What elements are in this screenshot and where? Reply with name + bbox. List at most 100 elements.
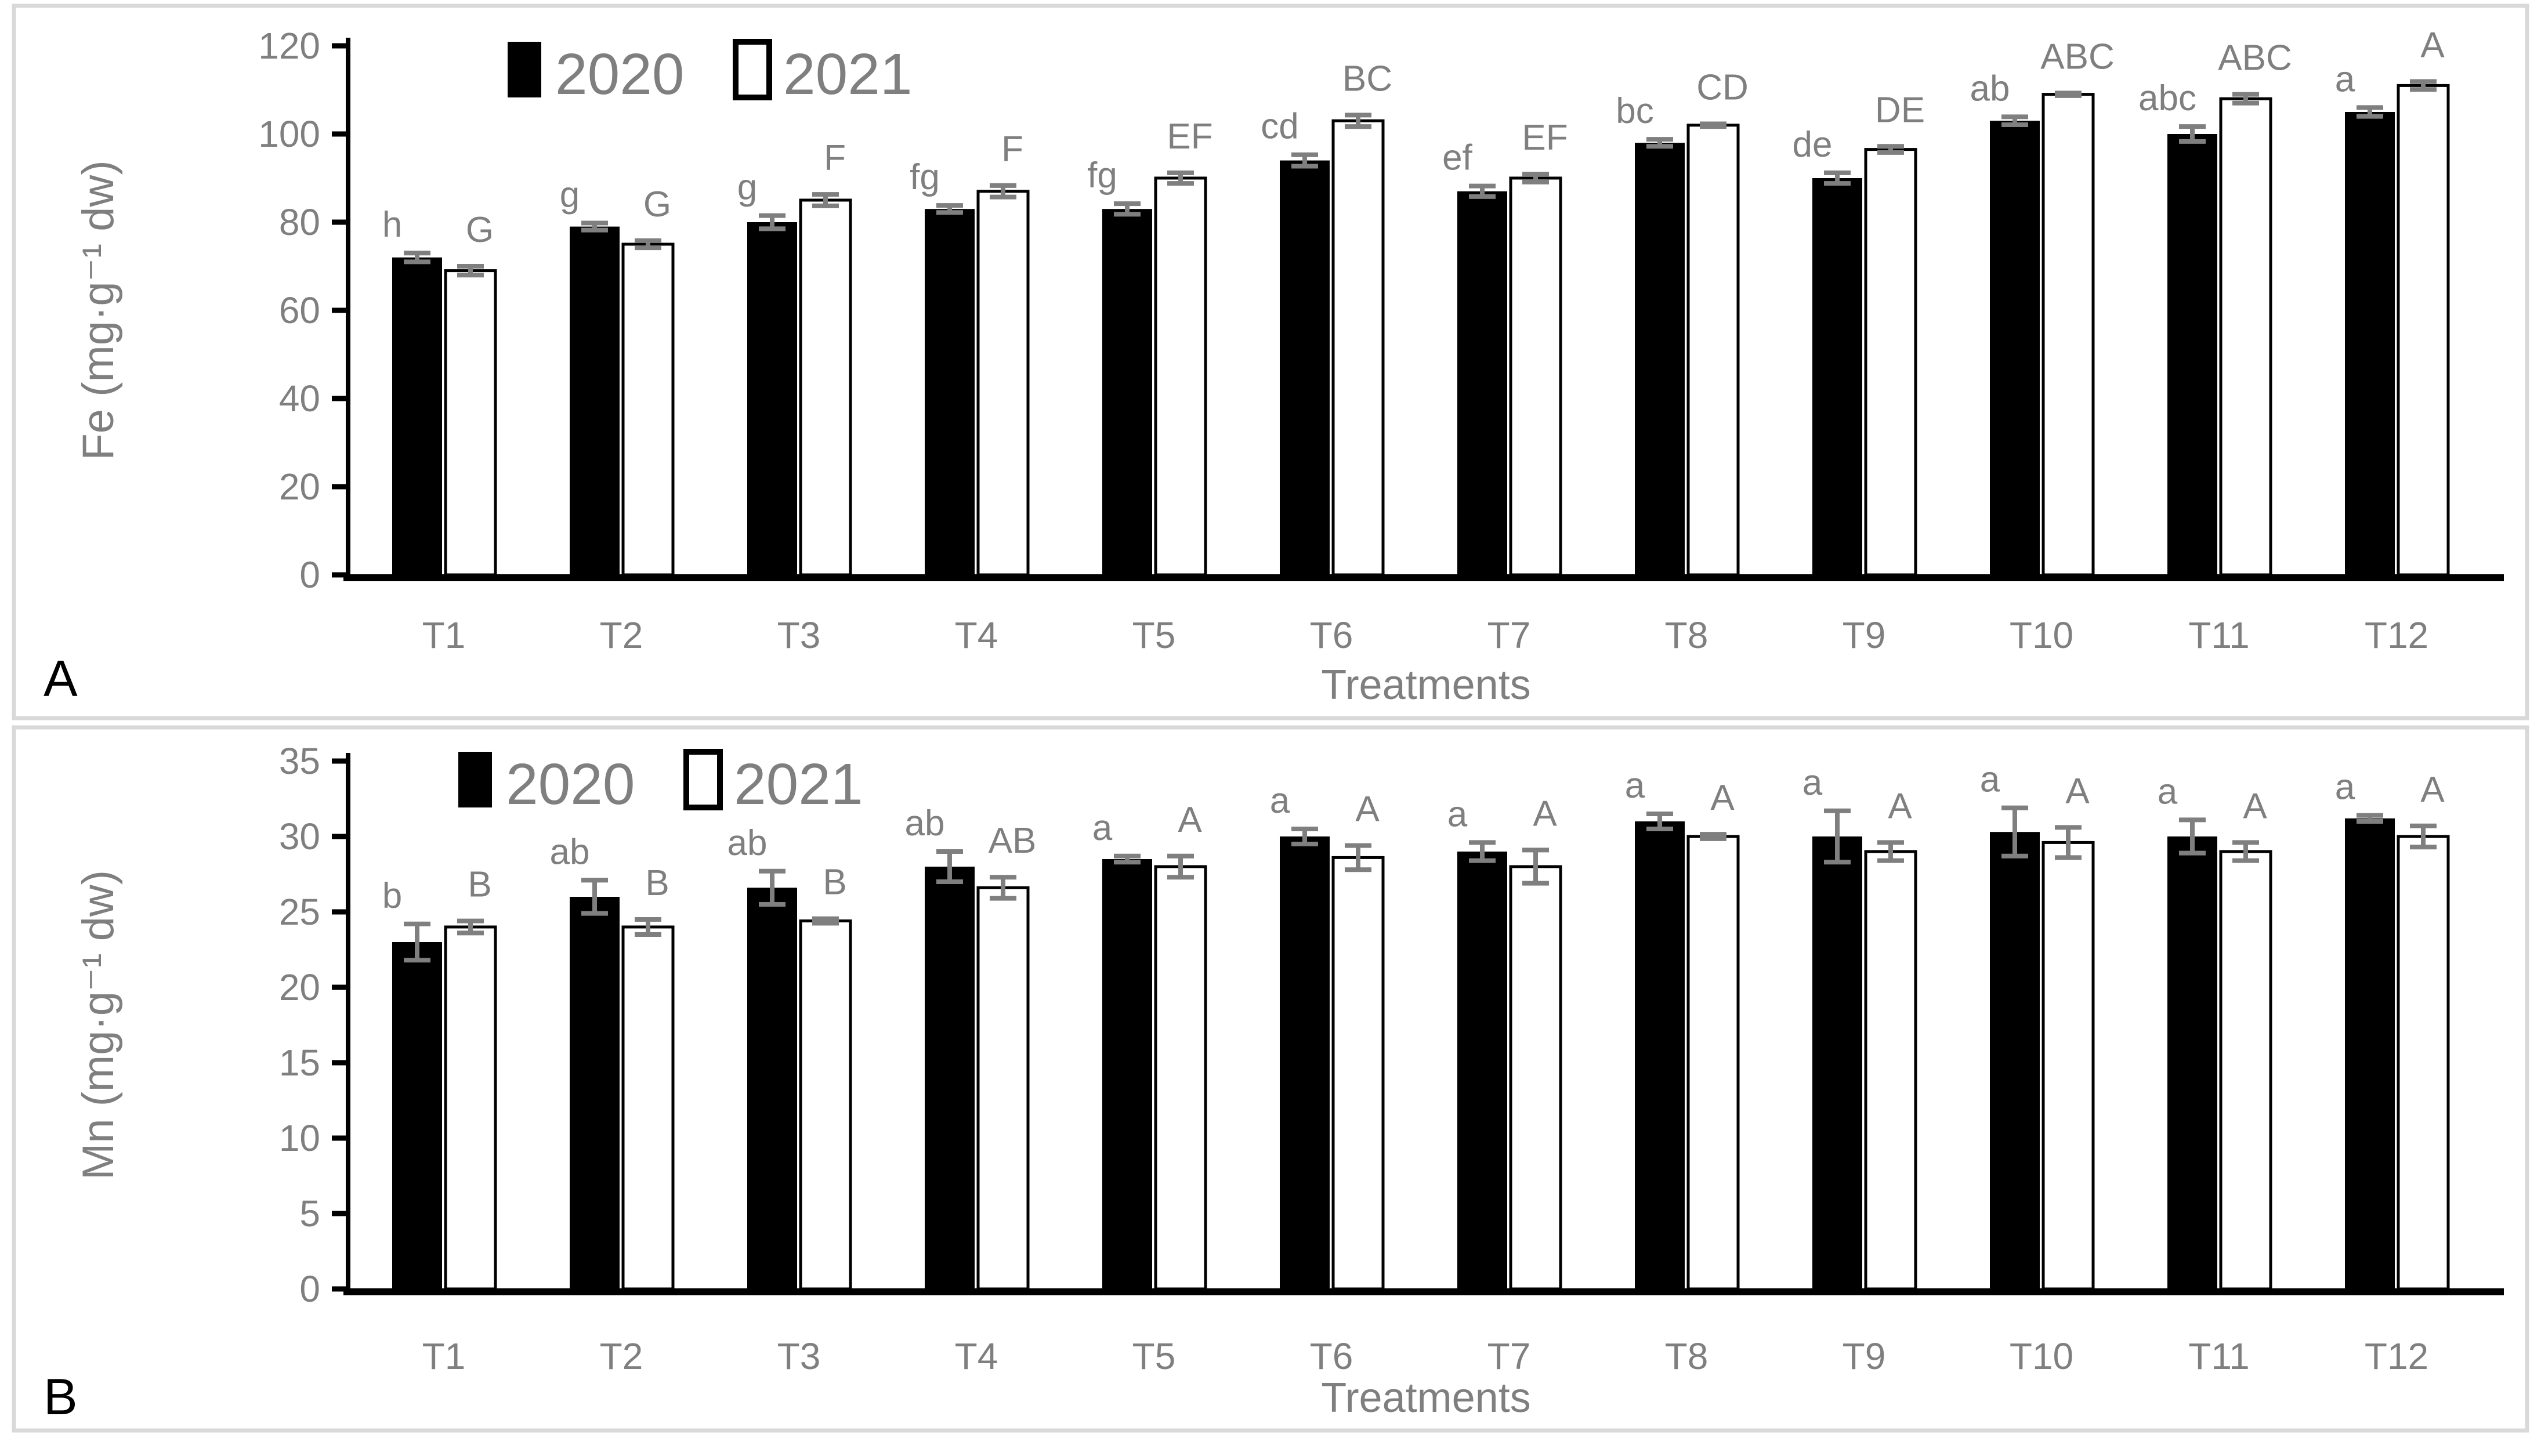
sig-letter-2021-T7: A [1533,794,1557,834]
error-bar-2020-T3 [759,868,786,907]
x-tick-label-T11: T11 [2188,1335,2250,1377]
y-tick-label: 20 [279,466,320,508]
x-tick-label-T2: T2 [600,1335,643,1377]
error-bar-2020-T2 [581,878,608,916]
x-tick-label-T10: T10 [2010,614,2073,656]
sig-letter-2021-T6: BC [1342,59,1392,99]
sig-letter-2020-T12: a [2335,59,2355,99]
bar-2021-T5 [1154,865,1207,1291]
bar-2021-T7 [1509,865,1562,1291]
sig-letter-2020-T6: cd [1261,107,1298,147]
bar-2020-T10 [1990,832,2040,1289]
error-bar-2021-T9 [1877,840,1904,863]
error-bar-2021-T1 [457,918,484,936]
y-tick-label: 25 [279,891,320,933]
bar-2021-T5 [1154,176,1207,577]
bar-2021-T7 [1509,176,1562,577]
legend-label-2020: 2020 [555,42,684,107]
bar-2021-T10 [2042,841,2095,1291]
bar-2020-T12 [2345,112,2395,575]
sig-letter-2021-T2: B [645,863,669,903]
sig-letter-2021-T2: G [643,184,671,224]
error-bar-2021-T7 [1522,172,1549,184]
error-bar-2021-T5 [1167,853,1194,880]
x-tick-label-T8: T8 [1665,1335,1709,1377]
error-bar-2021-T10 [2055,825,2082,860]
bar-2020-T10 [1990,121,2040,575]
sig-letter-2021-T7: EF [1522,118,1568,158]
bar-2020-T6 [1280,160,1330,575]
sig-letter-2020-T9: a [1802,763,1823,803]
x-tick-label-T9: T9 [1843,1335,1886,1377]
error-bar-2021-T5 [1167,170,1194,186]
error-bar-2020-T2 [581,220,608,233]
sig-letter-2020-T2: g [560,175,580,215]
error-bar-2021-T8 [1700,832,1726,841]
bar-2020-T2 [570,897,620,1289]
x-tick-label-T9: T9 [1843,614,1886,656]
error-bar-2021-T6 [1345,843,1371,872]
error-bar-2021-T11 [2232,92,2259,106]
x-axis-title-A: Treatments [1321,662,1530,708]
y-tick-label: 15 [279,1042,320,1084]
bar-2021-T1 [444,269,497,577]
bar-2020-T9 [1812,836,1862,1289]
sig-letter-2021-T10: ABC [2040,37,2114,77]
error-bar-2020-T12 [2357,105,2383,119]
error-bar-2020-T9 [1824,808,1851,865]
sig-letter-2021-T9: A [1888,786,1912,826]
error-bar-2021-T8 [1700,121,1726,129]
bar-2020-T2 [570,226,620,575]
bar-2020-T3 [747,222,797,575]
error-bar-2021-T3 [812,192,839,208]
x-tick-label-T8: T8 [1665,614,1709,656]
x-axis-title-B: Treatments [1321,1375,1530,1421]
error-bar-2020-T8 [1646,812,1673,831]
legend-A: 2020 2021 [508,39,912,107]
y-axis-title-A: Fe (mg·g⁻¹ dw) [74,160,123,460]
error-bar-2020-T9 [1824,170,1851,186]
panel-A: 0 20 40 60 80 100 120 h G T1 g G T2 g F T3 fg F T4 fg EF T5 cd… [12,3,2529,720]
x-tick-label-T7: T7 [1487,614,1531,656]
x-tick-label-T6: T6 [1310,614,1353,656]
x-tick-label-T1: T1 [422,614,466,656]
sig-letter-2020-T9: de [1793,125,1833,165]
sig-letter-2020-T7: a [1447,794,1468,834]
sig-letter-2021-T6: A [1355,789,1380,830]
bar-2021-T2 [621,242,675,577]
sig-letter-2020-T3: ab [727,823,768,863]
error-bar-2020-T5 [1114,201,1141,217]
error-bar-2021-T2 [635,917,661,937]
error-bar-2020-T4 [936,203,963,215]
bar-2020-T4 [925,867,975,1289]
bar-2020-T1 [392,257,442,575]
error-bar-2020-T11 [2179,817,2206,856]
sig-letter-2021-T5: EF [1167,117,1212,157]
y-tick-label: 80 [279,201,320,243]
bar-2021-T12 [2397,835,2450,1291]
error-bar-2020-T10 [2001,805,2028,859]
bar-2021-T10 [2042,93,2095,577]
panel-label-A: A [44,650,78,707]
sig-letter-2020-T11: abc [2138,78,2196,118]
sig-letter-2021-T1: G [466,210,494,250]
y-tick-label: 20 [279,966,320,1008]
bar-2020-T8 [1635,821,1685,1289]
y-tick-label: 40 [279,378,320,419]
sig-letter-2020-T3: g [737,168,757,208]
sig-letter-2021-T1: B [468,865,491,905]
error-bar-2021-T6 [1345,113,1371,129]
panel-label-B: B [44,1368,78,1425]
x-tick-label-T12: T12 [2365,1335,2428,1377]
sig-letter-2020-T5: fg [1087,155,1117,195]
bar-2021-T4 [976,190,1030,577]
x-tick-label-T11: T11 [2188,614,2250,656]
sig-letter-2020-T8: a [1625,766,1645,806]
sig-letter-2020-T10: a [1980,760,2000,800]
x-tick-label-T6: T6 [1310,1335,1353,1377]
bar-2020-T3 [747,888,797,1289]
error-bar-2021-T3 [812,916,839,926]
error-bar-2020-T11 [2179,124,2206,144]
sig-letter-2020-T1: h [382,205,402,245]
